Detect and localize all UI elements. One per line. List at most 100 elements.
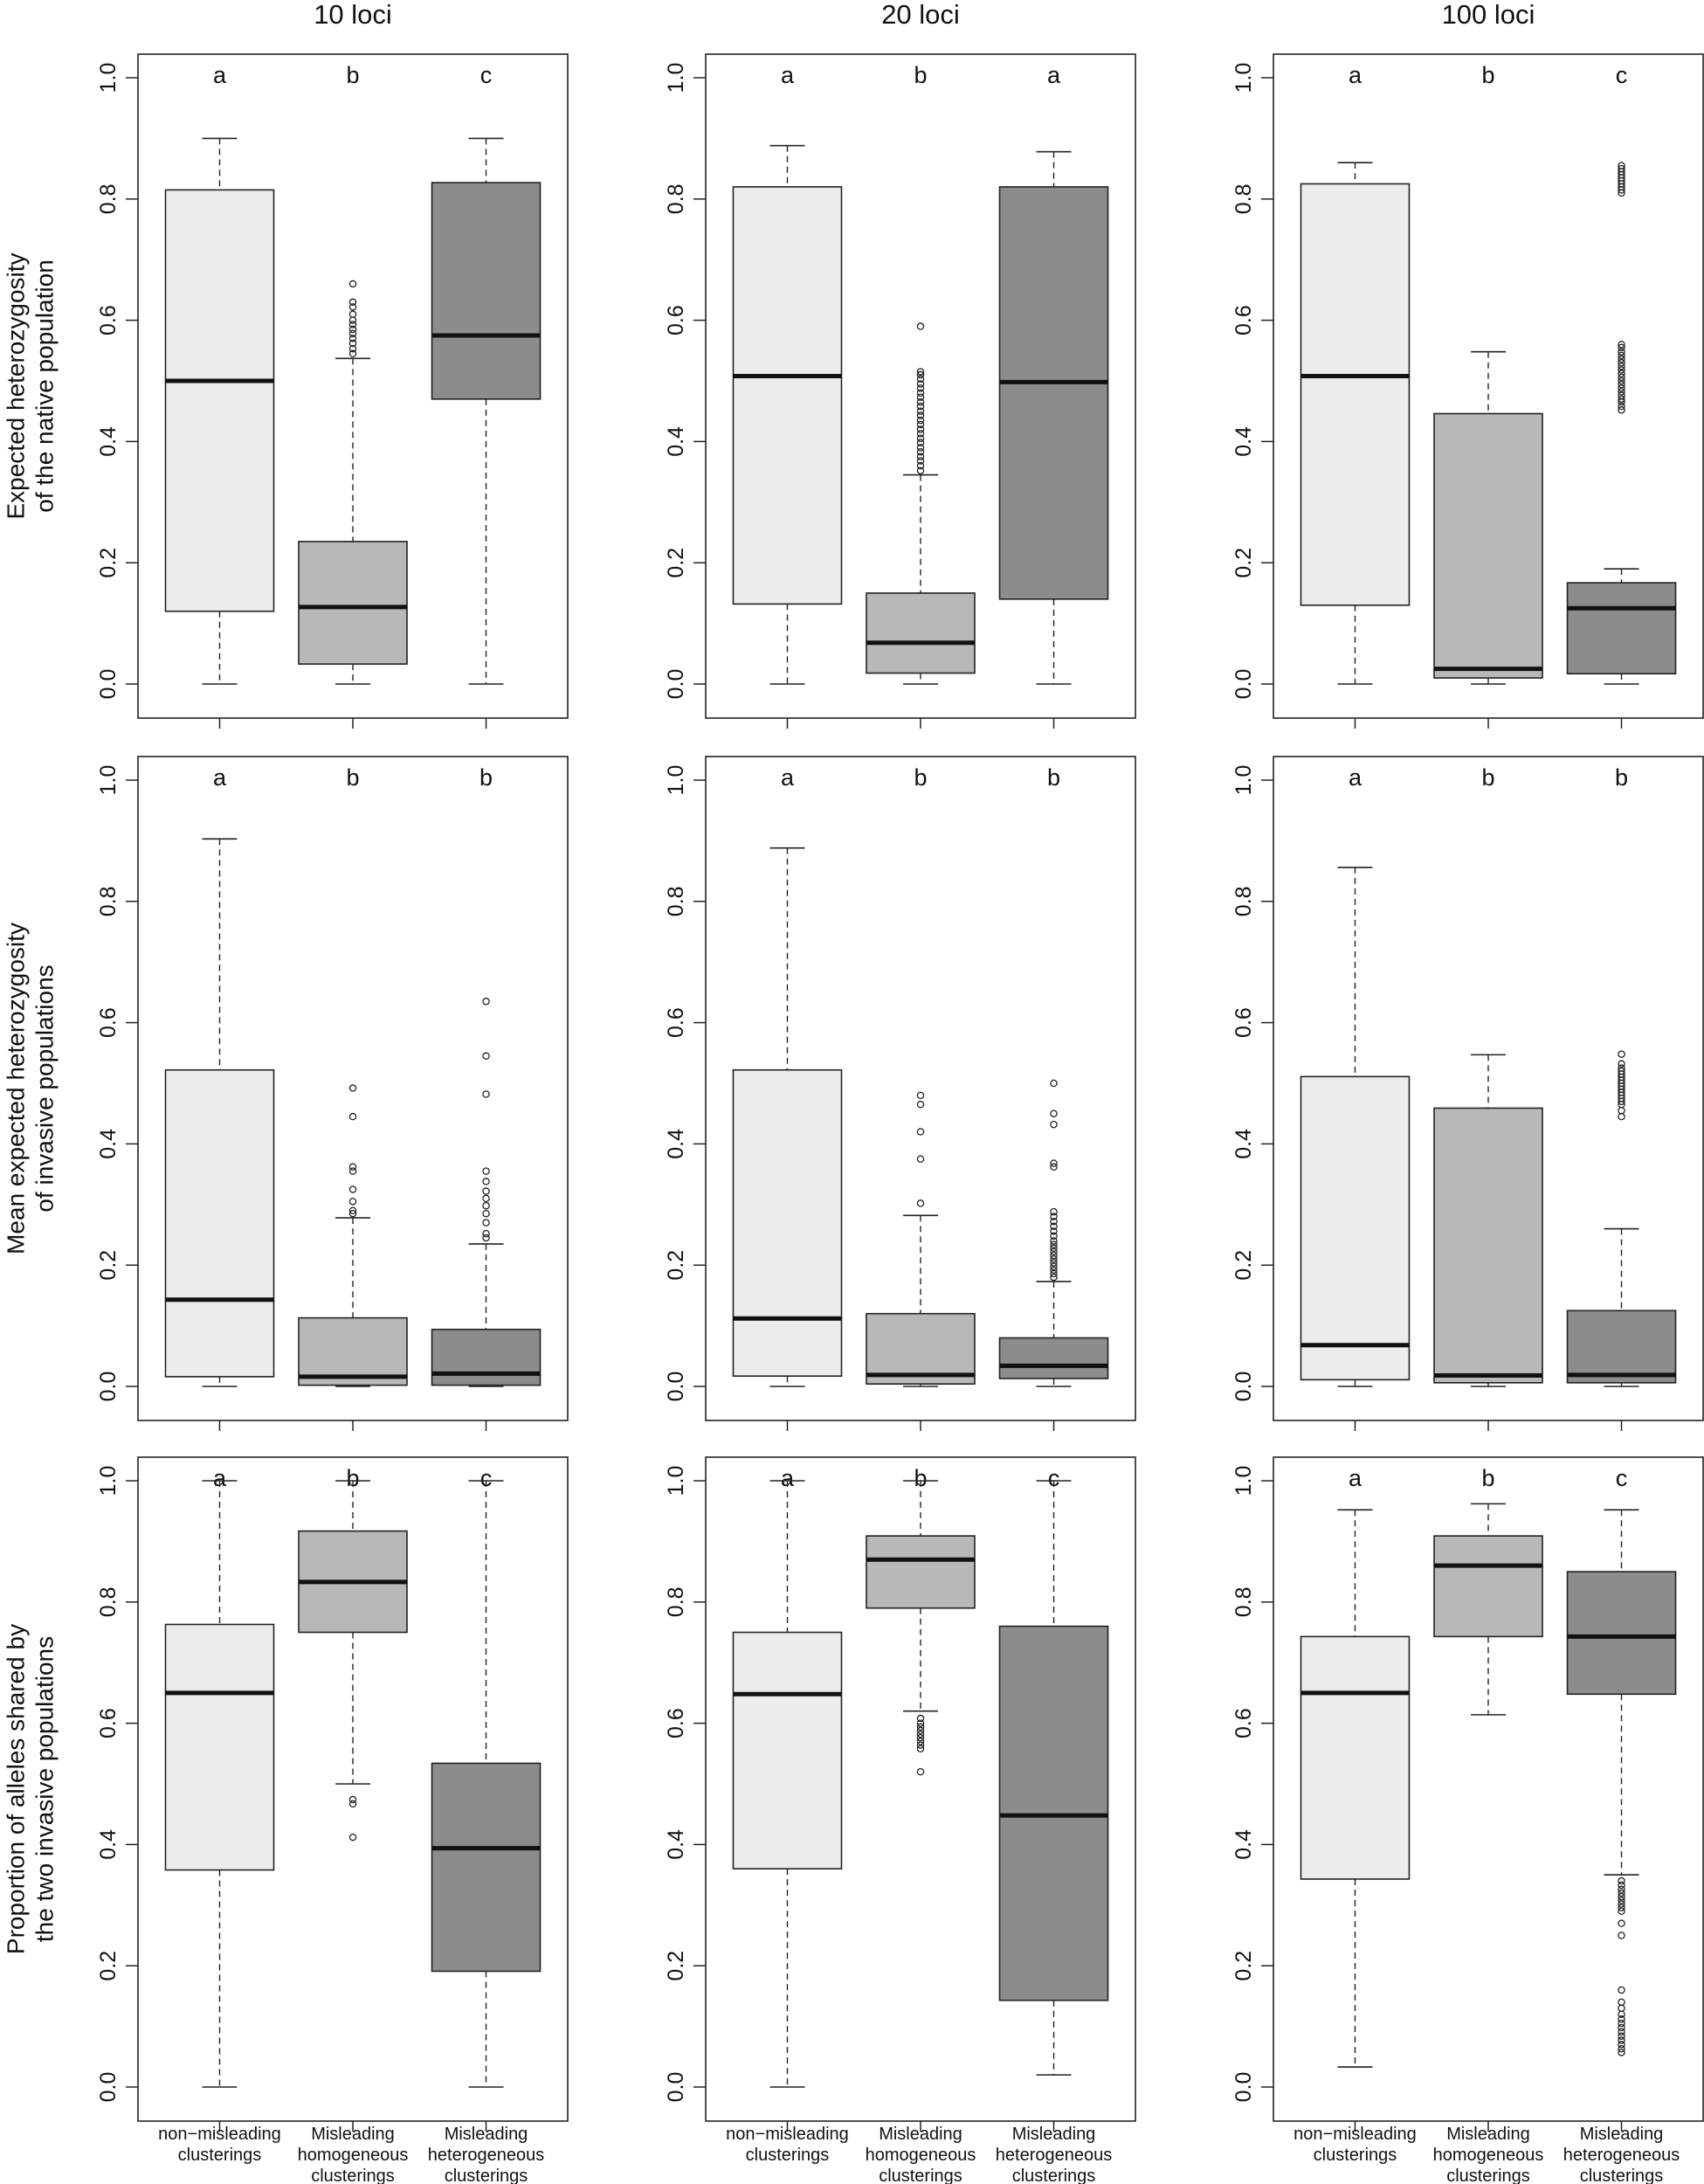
row-ylabel-line: the two invasive populations [31,1636,58,1942]
outlier-point [348,298,357,307]
box-3 [998,1079,1109,1387]
outlier-point [916,1101,925,1109]
outlier-point [916,1730,925,1738]
outlier-point [1618,2036,1625,2044]
row-ylabel-line: Proportion of alleles shared by [2,1624,29,1954]
y-tick-label: 0.0 [664,1372,688,1402]
outlier-point [916,1741,925,1749]
category-label-line: clusterings [1580,2167,1664,2184]
outlier-point [1050,1266,1058,1275]
outlier-point [1618,1932,1625,1939]
outlier-point [1050,1163,1058,1171]
category-label-line: clusterings [1012,2167,1096,2184]
y-tick-label: 0.4 [96,426,121,457]
outlier-point [916,375,925,384]
iqr-box [1433,1535,1543,1638]
outlier-point [482,998,490,1006]
y-tick-label: 0.0 [96,2072,121,2103]
y-tick-label: 0.2 [664,548,688,578]
outlier-point [916,398,925,406]
significance-letter: a [781,764,795,791]
y-tick-label: 0.6 [664,305,688,335]
column-title-100-loci: 100 loci [1442,0,1535,30]
iqr-box [732,1631,843,1870]
box-2 [298,280,408,685]
outlier-point [1618,1106,1625,1115]
outlier-point [1618,1998,1625,2007]
iqr-box [1300,1075,1411,1381]
outlier-point [1618,1889,1625,1897]
outlier-point [348,1084,357,1092]
outlier-point [1618,1050,1625,1058]
outlier-point [1050,1079,1058,1088]
significance-letter: b [1615,764,1628,791]
category-label-line: non−misleading [158,2125,281,2144]
box-1 [1300,867,1411,1387]
outlier-point [916,1714,925,1723]
outlier-point [916,447,925,456]
box-2 [866,322,976,685]
box-1 [1300,162,1411,685]
y-tick-label: 0.8 [96,1586,121,1617]
y-tick-label: 0.0 [1231,1372,1256,1402]
outlier-point [1618,348,1625,356]
iqr-box [431,1762,542,1973]
outlier-point [1050,1255,1058,1263]
outlier-point [482,1178,490,1185]
outlier-point [1050,1244,1058,1253]
outlier-point [916,407,925,415]
panel-r1-c2: 0.0 0.2 0.4 0.6 0.8 1.0 a b a [664,53,1136,729]
y-tick-label: 0.4 [1231,1129,1256,1159]
outlier-point [1618,2010,1625,2018]
category-label-line: homogeneous [866,2146,976,2165]
y-tick-label: 0.2 [1231,1951,1256,1981]
row-ylabel-line: Expected heterozygosity [2,252,29,519]
outlier-point [1618,358,1625,367]
outlier-point [1618,2015,1625,2023]
outlier-point [916,467,925,474]
outlier-point [348,339,357,348]
significance-letter: c [1616,1465,1628,1491]
iqr-box [164,1623,275,1871]
outlier-point [482,1219,490,1227]
significance-letter: b [346,62,359,88]
y-tick-label: 0.8 [96,886,121,916]
outlier-point [916,389,925,397]
panel-r2-c2: 0.0 0.2 0.4 0.6 0.8 1.0 a b b [664,756,1136,1431]
outlier-point [1050,1227,1058,1235]
outlier-point [1050,1213,1058,1220]
category-label-line: Misleading [1580,2125,1664,2144]
category-label-line: clusterings [445,2167,528,2184]
category-label-line: clusterings [879,2167,962,2184]
box-2 [1433,1054,1543,1387]
outlier-point [348,316,357,324]
outlier-point [1618,2049,1625,2056]
significance-letter: a [213,62,227,88]
outlier-point [1618,343,1625,352]
outlier-point [348,1198,357,1206]
outlier-point [1050,1237,1058,1245]
outlier-point [1618,1064,1625,1072]
outlier-point [916,384,925,392]
outlier-point [348,349,357,358]
iqr-box [164,189,275,612]
significance-letter: a [213,1465,227,1491]
outlier-point [1618,366,1625,374]
iqr-box [431,1328,542,1386]
outlier-point [1618,2032,1625,2040]
panel-r3-c3: 0.0 0.2 0.4 0.6 0.8 1.0 a b c [1231,1456,1704,2132]
outlier-point [482,1229,490,1238]
y-tick-label: 0.8 [664,1586,688,1617]
outlier-point [1618,1112,1625,1121]
iqr-box [431,182,542,400]
outlier-point [1050,1232,1058,1241]
outlier-point [1618,162,1625,169]
category-label-line: clusterings [311,2167,395,2184]
outlier-point [1618,1885,1625,1894]
outlier-point [1618,355,1625,363]
iqr-box [866,592,976,674]
box-2 [1433,1503,1543,1716]
outlier-point [916,420,925,429]
outlier-point [348,344,357,353]
